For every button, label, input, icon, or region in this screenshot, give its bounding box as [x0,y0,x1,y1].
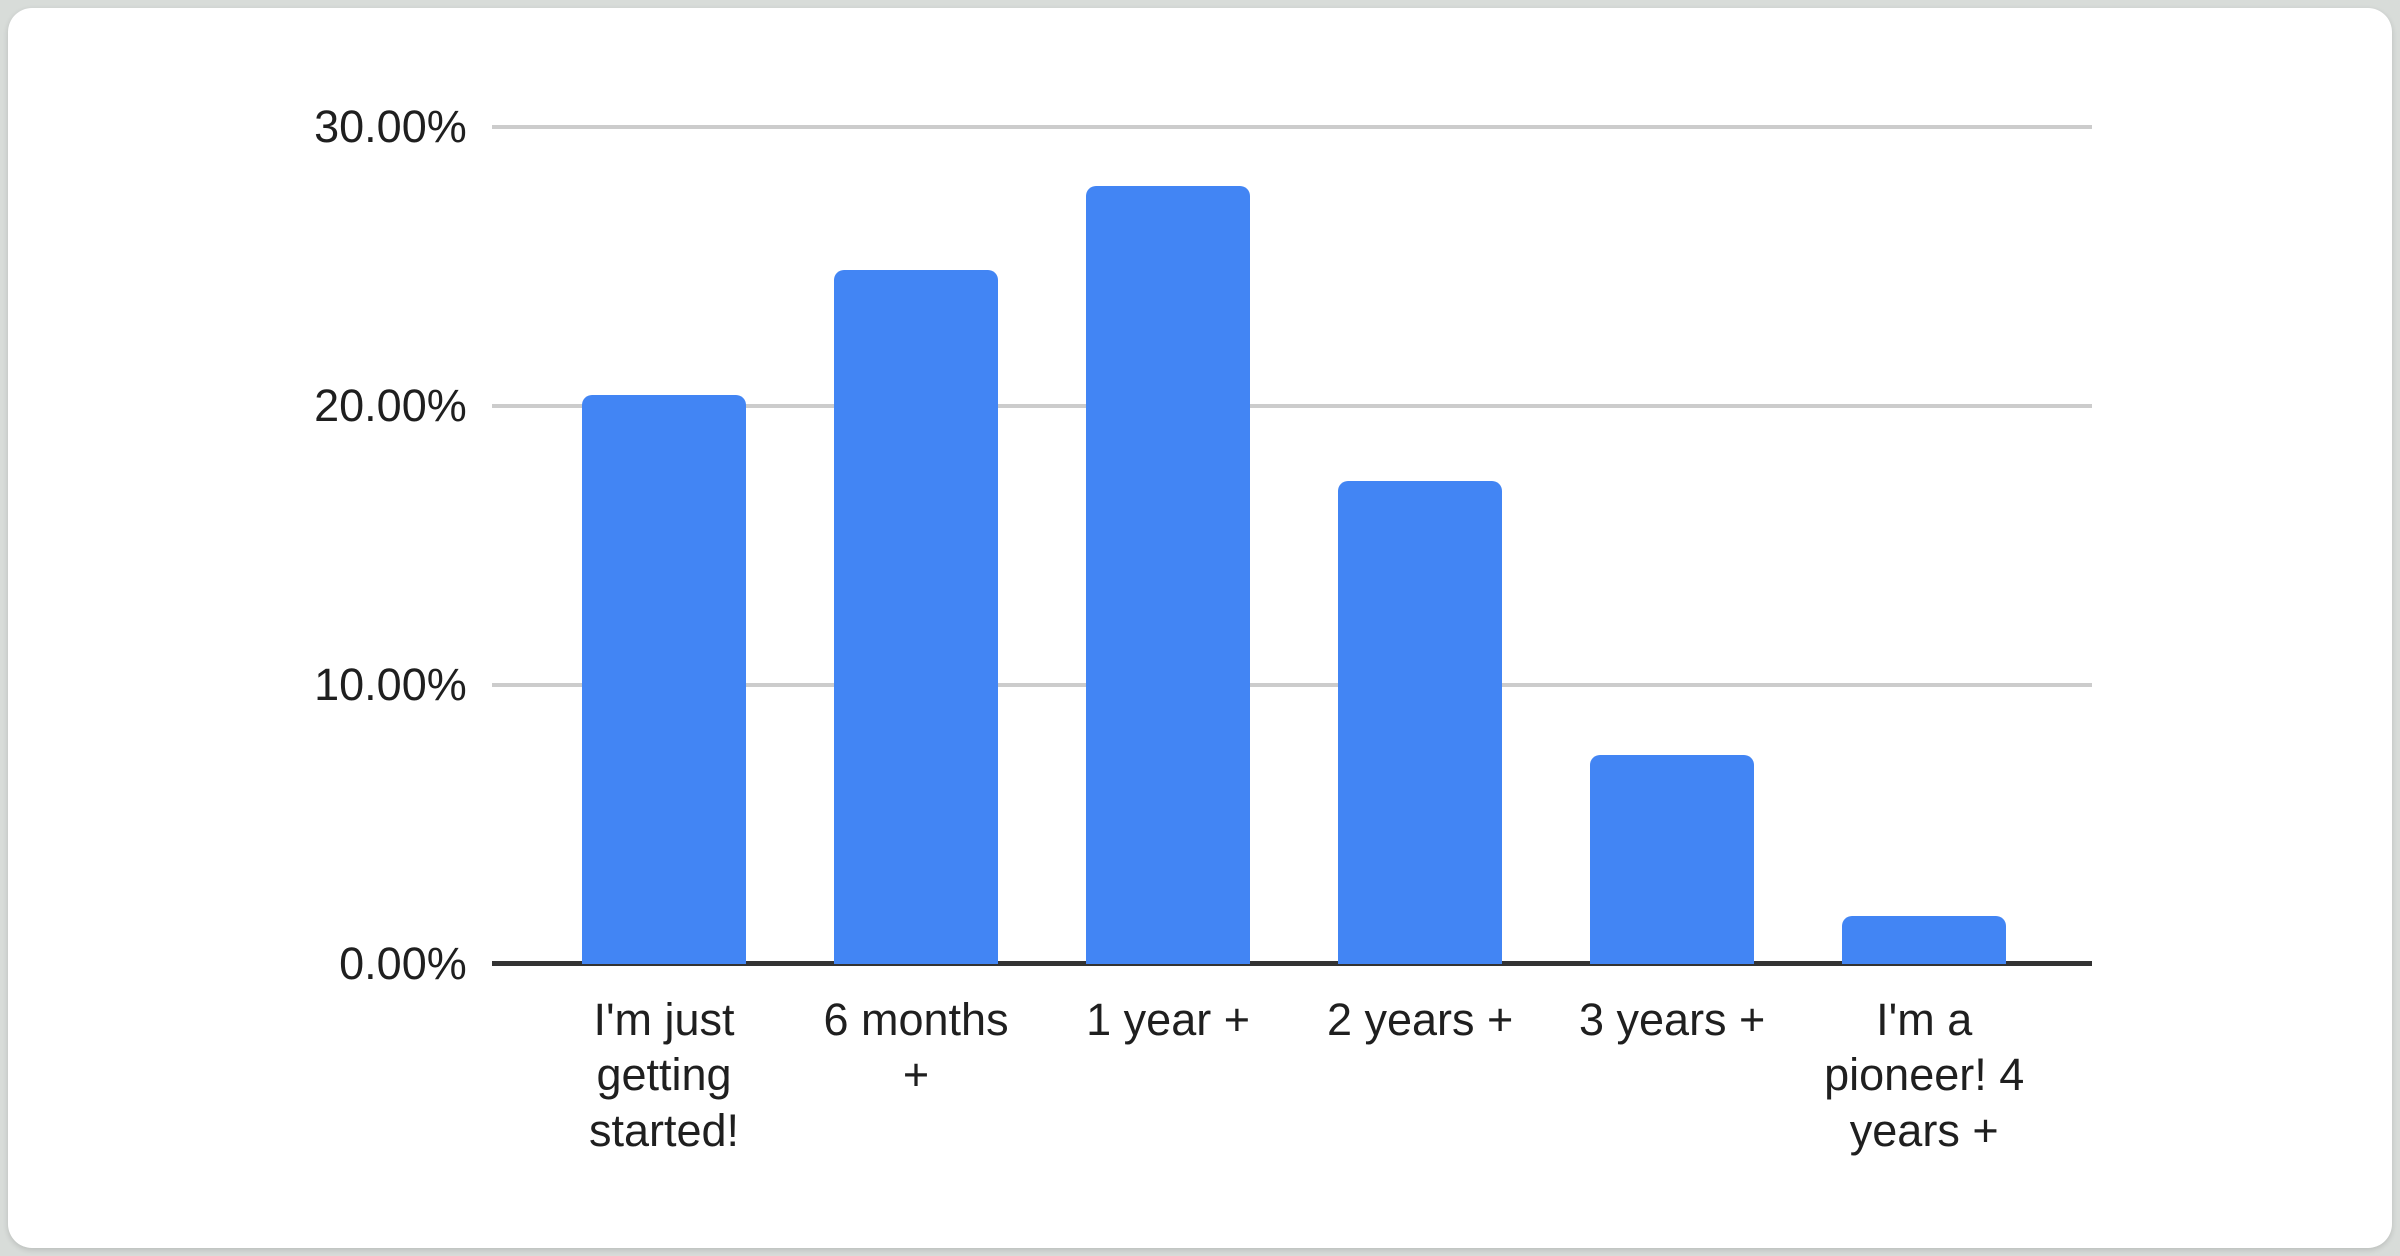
bar-chart-plot-area: 30.00% 20.00% 10.00% 0.00% I'm just getting … [314,101,2092,1156]
gridline-10 [491,682,2092,687]
gridline-20 [491,404,2092,409]
y-axis-tick-label: 0.00% [339,937,467,989]
chart-card: 30.00% 20.00% 10.00% 0.00% I'm just getting … [8,8,2392,1248]
x-axis-category-label: 6 months + [823,993,1009,1101]
bar-1[interactable] [582,395,746,964]
x-axis-category-label: 2 years + [1326,993,1514,1045]
x-axis-category-label: I'm a pioneer! 4 years + [1824,993,2025,1157]
x-axis-category-label: I'm just getting started! [588,993,740,1157]
x-axis-category-label: 1 year + [1086,993,1251,1045]
bar-6[interactable] [1842,916,2007,964]
x-axis-line [491,960,2092,966]
bar-2[interactable] [834,269,998,964]
y-axis-tick-label: 20.00% [314,380,467,432]
gridline-30 [491,125,2092,130]
y-axis-tick-label: 10.00% [314,658,467,710]
x-axis-category-label: 3 years + [1578,993,1766,1045]
bar-4[interactable] [1338,481,1503,964]
y-axis-tick-label: 30.00% [314,101,467,153]
bar-3[interactable] [1086,186,1251,964]
bar-5[interactable] [1590,754,1755,964]
